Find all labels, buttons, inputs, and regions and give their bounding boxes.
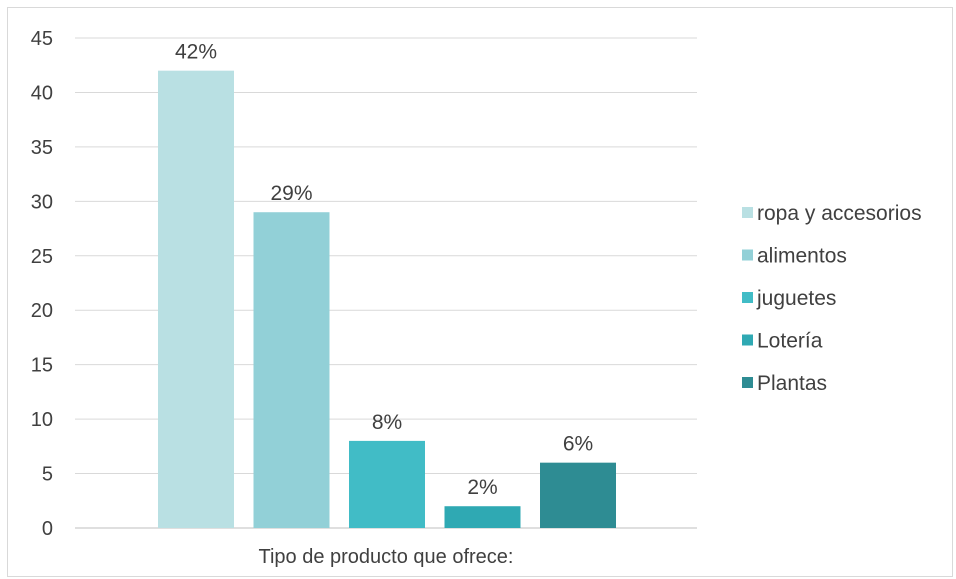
legend-label: Lotería [757, 330, 823, 353]
legend-swatch [742, 207, 753, 218]
bar [158, 70, 234, 529]
x-axis-title: Tipo de producto que ofrece: [259, 546, 514, 568]
bar [540, 462, 616, 528]
bars [158, 70, 616, 529]
y-tick-label: 35 [31, 137, 53, 159]
legend-swatch [742, 292, 753, 303]
data-label: 8% [372, 411, 402, 434]
data-label: 6% [563, 433, 593, 456]
bar [349, 440, 425, 528]
legend: ropa y accesorios alimentos juguetes Loterí… [742, 202, 922, 395]
y-axis-ticks: 0 5 10 15 20 25 30 35 40 45 [31, 28, 53, 540]
y-tick-label: 10 [31, 409, 53, 431]
y-tick-label: 5 [42, 464, 53, 486]
data-label: 42% [175, 41, 217, 64]
legend-swatch [742, 377, 753, 388]
y-tick-label: 15 [31, 355, 53, 377]
y-tick-label: 45 [31, 28, 53, 50]
y-tick-label: 20 [31, 300, 53, 322]
legend-label: alimentos [757, 245, 847, 268]
bar [444, 506, 521, 528]
legend-label: ropa y accesorios [757, 202, 922, 225]
legend-label: Plantas [757, 372, 827, 395]
data-label: 29% [270, 182, 312, 205]
legend-swatch [742, 249, 753, 261]
y-tick-label: 0 [42, 518, 53, 540]
bar [253, 212, 330, 528]
y-tick-label: 30 [31, 191, 53, 213]
y-tick-label: 40 [31, 82, 53, 104]
y-tick-label: 25 [31, 246, 53, 268]
data-labels: 42% 29% 8% 2% 6% [175, 41, 593, 500]
legend-label: juguetes [756, 287, 836, 310]
data-label: 2% [467, 476, 497, 499]
legend-swatch [742, 334, 753, 346]
